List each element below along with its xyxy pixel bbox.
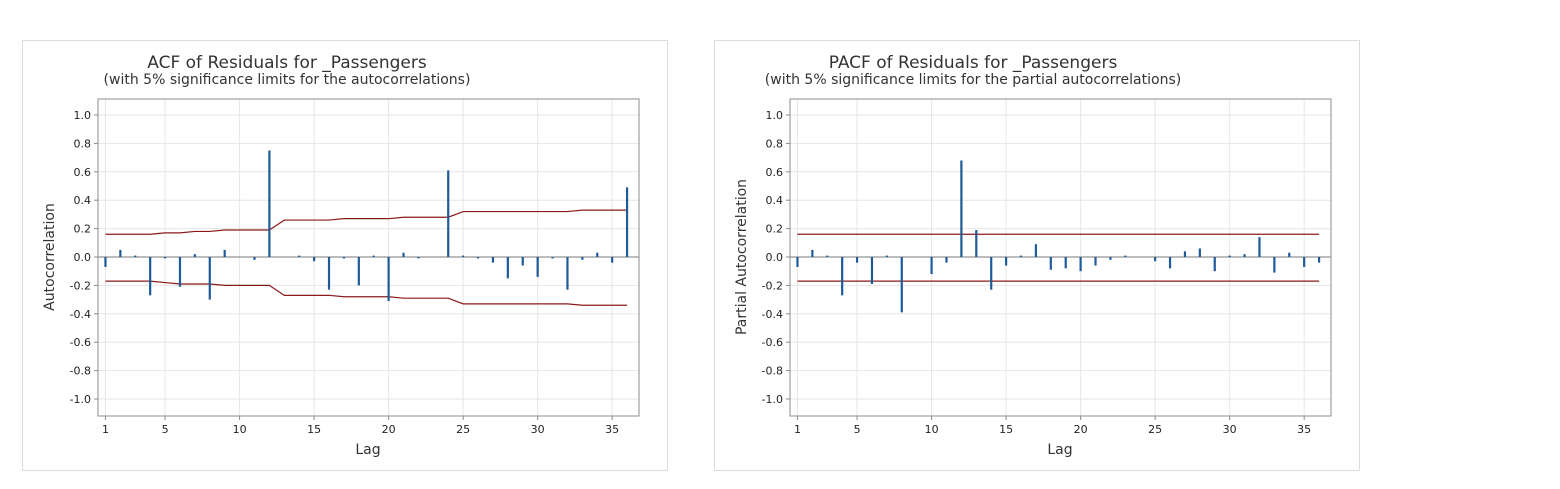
y-axis-label: Autocorrelation: [42, 203, 58, 311]
y-tick-label: 0.2: [74, 223, 92, 236]
y-tick-label: 0.2: [766, 223, 784, 236]
x-tick-label: 25: [1148, 423, 1162, 436]
upper-significance-limit: [105, 209, 628, 235]
acf-chart: ACF of Residuals for _Passengers (with 5…: [42, 53, 640, 458]
x-tick-label: 1: [102, 423, 109, 436]
x-tick-label: 30: [1223, 423, 1237, 436]
x-tick-label: 30: [531, 423, 545, 436]
x-tick-label: 20: [382, 423, 396, 436]
y-tick-label: 1.0: [74, 109, 92, 122]
chart-title: PACF of Residuals for _Passengers: [829, 53, 1118, 73]
x-tick-label: 5: [854, 423, 861, 436]
chart-title: ACF of Residuals for _Passengers: [147, 53, 427, 73]
y-tick-label: 0.6: [766, 166, 784, 179]
x-tick-label: 15: [307, 423, 321, 436]
plot-area: 1.00.80.60.40.20.0-0.2-0.4-0.6-0.8-1.01 5…: [762, 98, 1332, 436]
y-tick-label: 0.0: [766, 251, 784, 264]
chart-subtitle: (with 5% significance limits for the par…: [765, 72, 1181, 88]
x-tick-label: 35: [605, 423, 619, 436]
y-tick-label: 0.8: [766, 137, 784, 150]
plot-area: 1.00.80.60.40.20.0-0.2-0.4-0.6-0.8-1.01 5…: [70, 98, 640, 436]
chart-subtitle: (with 5% significance limits for the aut…: [104, 72, 471, 88]
lower-significance-limit: [105, 280, 628, 306]
pacf-chart: PACF of Residuals for _Passengers (with …: [734, 53, 1332, 458]
y-tick-label: 0.4: [74, 194, 92, 207]
y-tick-label: 0.4: [766, 194, 784, 207]
y-axis-label: Partial Autocorrelation: [734, 179, 750, 335]
y-tick-label: -0.4: [762, 308, 783, 321]
x-tick-label: 35: [1297, 423, 1311, 436]
x-tick-label: 20: [1074, 423, 1088, 436]
y-tick-label: -0.4: [70, 308, 91, 321]
x-tick-label: 5: [162, 423, 169, 436]
x-tick-label: 15: [999, 423, 1013, 436]
y-tick-label: 0.6: [74, 166, 92, 179]
y-tick-label: -0.6: [762, 336, 783, 349]
x-tick-label: 25: [456, 423, 470, 436]
y-tick-label: -0.8: [762, 365, 783, 378]
x-tick-label: 10: [233, 423, 247, 436]
y-tick-label: -1.0: [762, 393, 783, 406]
y-tick-label: -0.8: [70, 365, 91, 378]
x-tick-label: 1: [794, 423, 801, 436]
x-axis-label: Lag: [355, 442, 380, 458]
acf-chart-panel: ACF of Residuals for _Passengers (with 5…: [22, 40, 668, 471]
y-tick-label: -0.2: [762, 279, 783, 292]
x-tick-label: 10: [925, 423, 939, 436]
y-tick-label: -1.0: [70, 393, 91, 406]
y-tick-label: 0.8: [74, 137, 92, 150]
y-tick-label: 0.0: [74, 251, 92, 264]
pacf-chart-panel: PACF of Residuals for _Passengers (with …: [714, 40, 1360, 471]
y-tick-label: 1.0: [766, 109, 784, 122]
y-tick-label: -0.2: [70, 279, 91, 292]
y-tick-label: -0.6: [70, 336, 91, 349]
x-axis-label: Lag: [1047, 442, 1072, 458]
